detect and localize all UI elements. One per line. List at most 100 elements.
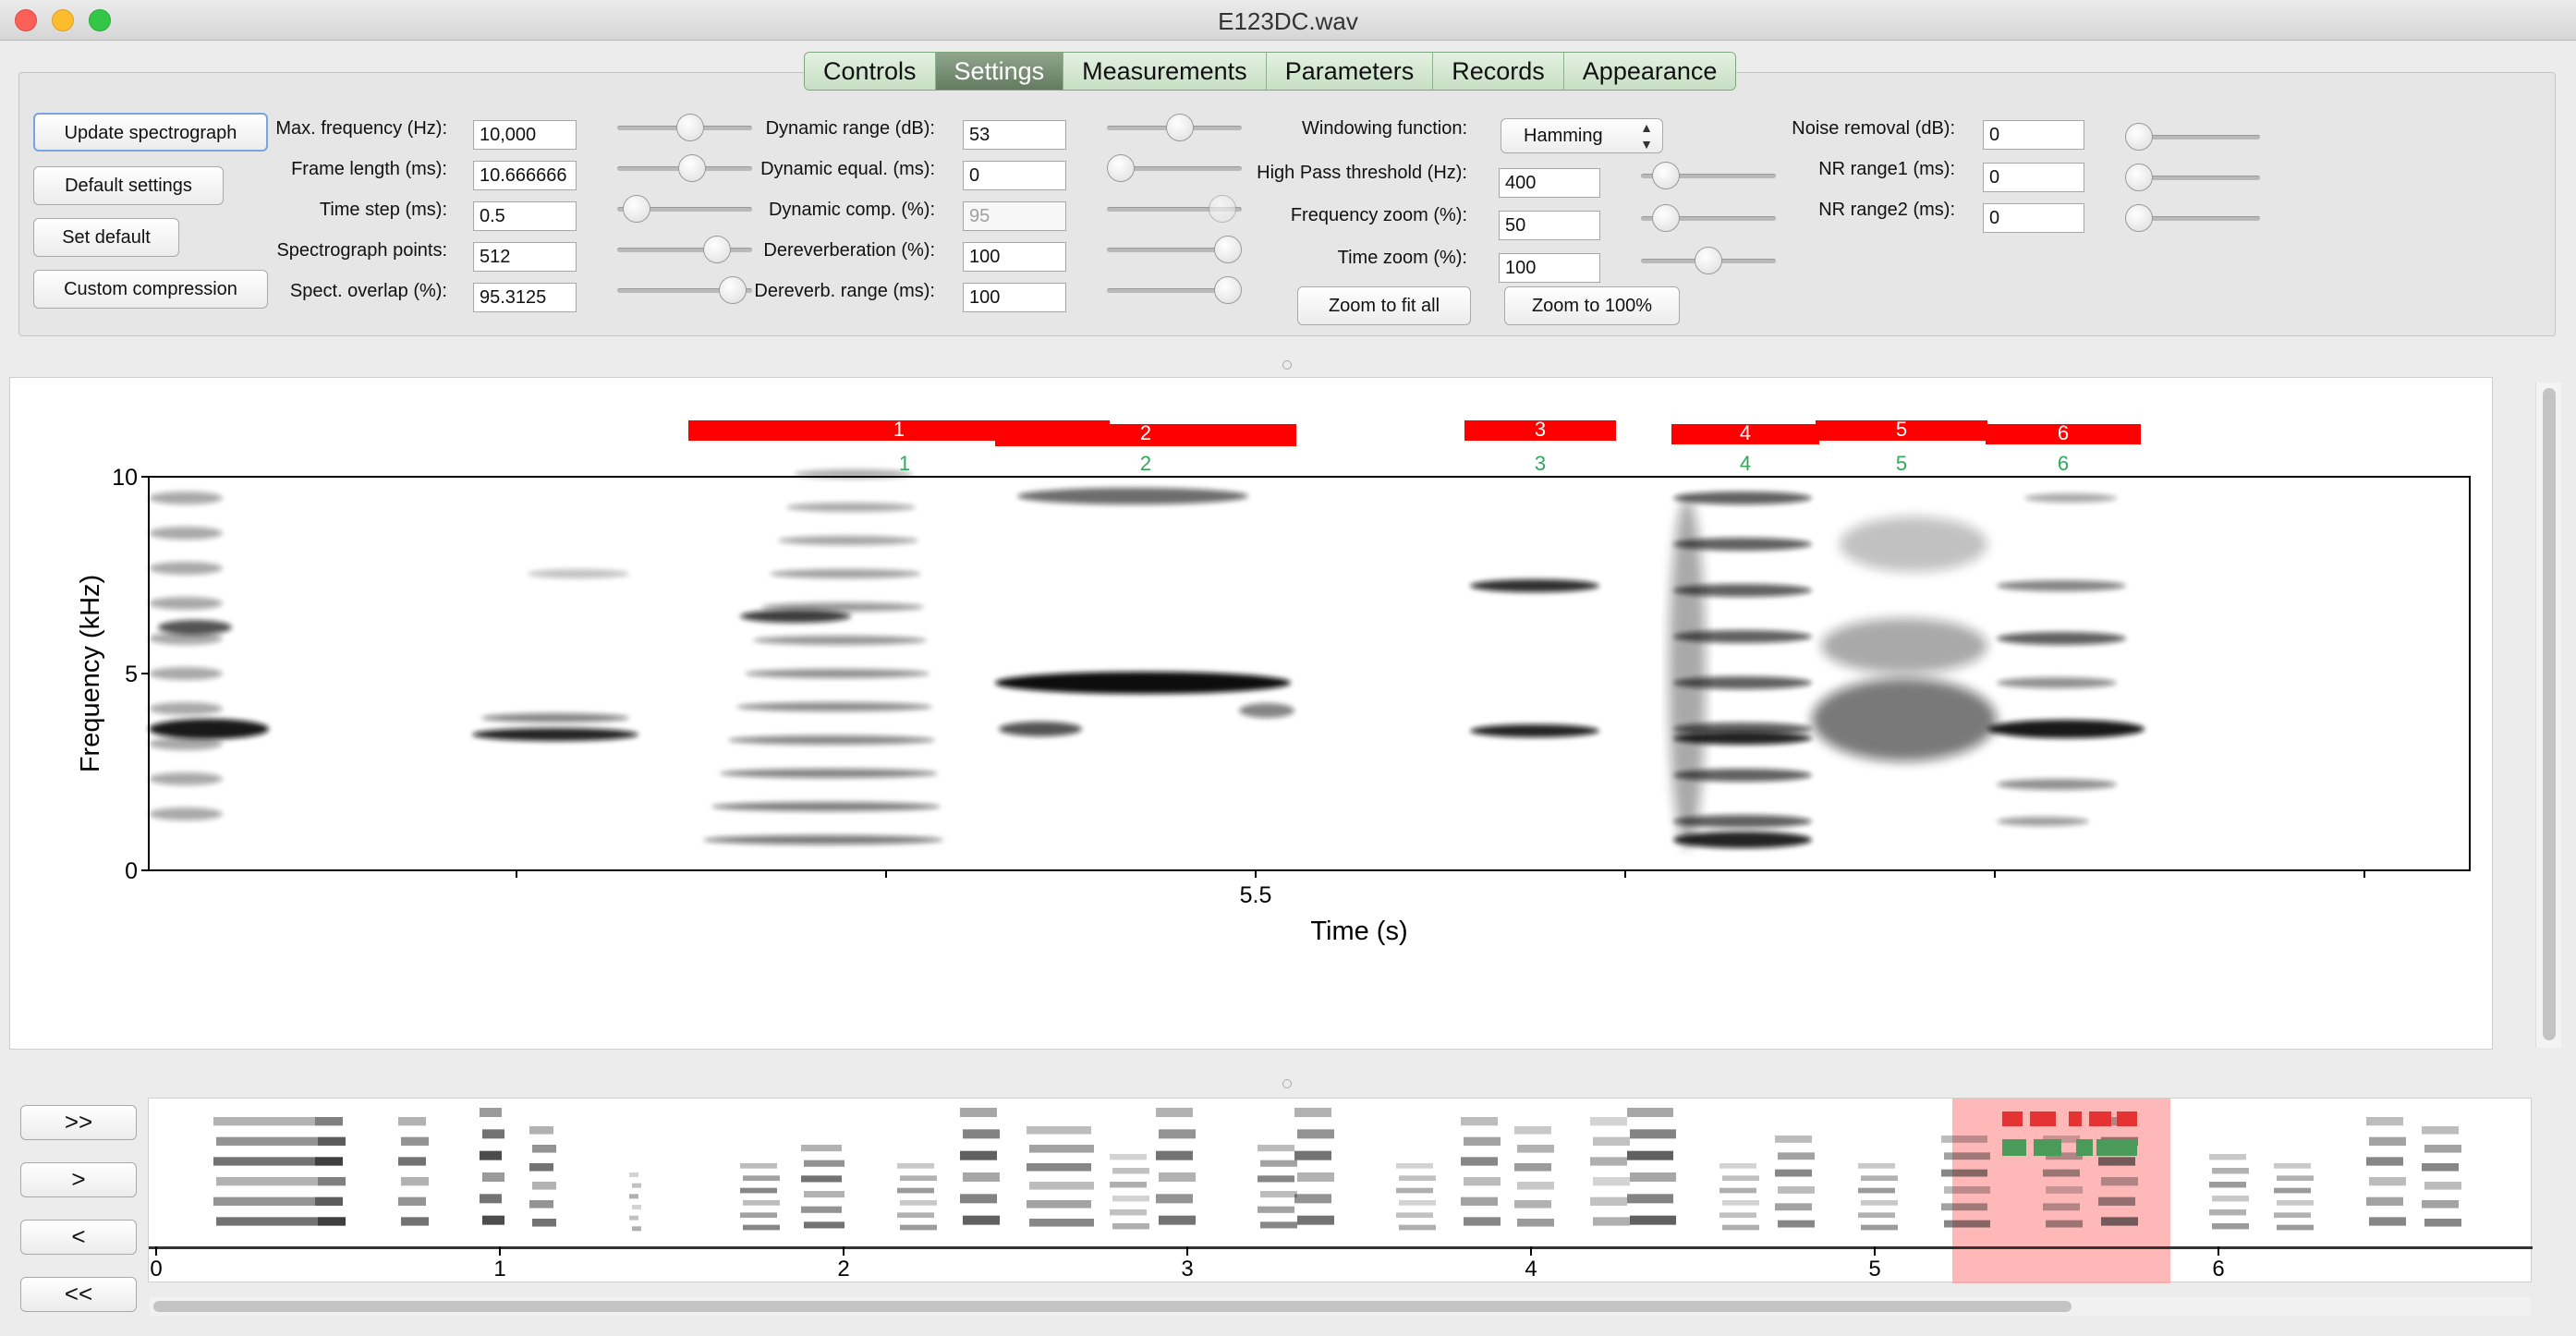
nr-range1-field[interactable] (1983, 163, 2084, 192)
overview-sound-mark (2046, 1220, 2083, 1228)
zoom-to-100-button[interactable]: Zoom to 100% (1504, 286, 1680, 325)
spectral-band (1673, 584, 1812, 597)
noise-removal-field[interactable] (1983, 120, 2084, 150)
max-frequency-slider[interactable] (617, 113, 752, 142)
overview-sound-mark (801, 1175, 842, 1183)
overview-sound-mark (1593, 1136, 1630, 1146)
dereverberation-field[interactable] (963, 242, 1066, 272)
back-button[interactable]: < (20, 1220, 137, 1255)
spectral-band (1673, 732, 1812, 745)
time-step-field[interactable] (473, 201, 577, 231)
segment-bar-3[interactable] (1464, 420, 1616, 441)
overview-sound-mark (1944, 1186, 1990, 1194)
dereverberation-slider[interactable] (1107, 235, 1242, 264)
overview-sound-mark (2274, 1187, 2311, 1194)
overview-sound-mark (1399, 1200, 1436, 1206)
overview-green-marker (2076, 1139, 2093, 1156)
nr-range1-slider[interactable] (2125, 163, 2260, 192)
segment-bar-4[interactable] (1671, 424, 1819, 444)
overview-sound-mark (2369, 1177, 2406, 1186)
overview-panel[interactable]: 0 1 2 3 4 5 6 (148, 1098, 2533, 1283)
time-zoom-slider[interactable] (1641, 246, 1776, 275)
overview-svg[interactable]: 0 1 2 3 4 5 6 (149, 1099, 2533, 1283)
overview-sound-mark (213, 1117, 343, 1126)
dynamic-equal-slider[interactable] (1107, 153, 1242, 183)
spect-overlap-slider[interactable] (617, 275, 752, 305)
frame-length-slider[interactable] (617, 153, 752, 183)
fast-forward-button[interactable]: >> (20, 1105, 137, 1140)
max-frequency-field[interactable] (473, 120, 577, 150)
update-spectrograph-button[interactable]: Update spectrograph (33, 113, 268, 152)
tab-controls[interactable]: Controls (805, 53, 936, 90)
overview-sound-mark (897, 1212, 934, 1219)
overview-sound-mark (1294, 1108, 1331, 1117)
segment-bar-5[interactable] (1816, 420, 1987, 441)
default-settings-button[interactable]: Default settings (33, 166, 224, 205)
overview-sound-mark (529, 1163, 553, 1172)
nr-range2-field[interactable] (1983, 203, 2084, 233)
dereverb-range-field[interactable] (963, 283, 1066, 312)
dynamic-range-slider[interactable] (1107, 113, 1242, 142)
segment-bar-6[interactable] (1986, 424, 2141, 444)
spectrograph-points-field[interactable] (473, 242, 577, 272)
x-tick-label-5-5: 5.5 (1240, 882, 1272, 908)
dynamic-equal-field[interactable] (963, 161, 1066, 190)
x-ticks (516, 870, 2365, 878)
custom-compression-button[interactable]: Custom compression (33, 270, 268, 309)
dereverb-range-slider[interactable] (1107, 275, 1242, 305)
overview-sound-mark (743, 1224, 780, 1231)
overview-sound-mark (2046, 1152, 2083, 1160)
high-pass-field[interactable] (1499, 168, 1600, 198)
spectrograph-points-slider[interactable] (617, 235, 752, 264)
overview-sound-mark (1297, 1129, 1334, 1139)
frequency-zoom-field[interactable] (1499, 211, 1600, 240)
spectral-band (1997, 677, 2117, 688)
spectral-band (728, 735, 935, 745)
minimize-window-button[interactable] (52, 9, 74, 31)
overview-x-tick-label: 2 (837, 1257, 849, 1281)
tab-records[interactable]: Records (1433, 53, 1564, 90)
tab-appearance[interactable]: Appearance (1563, 53, 1736, 90)
overview-sound-mark (1297, 1215, 1334, 1225)
zoom-to-fit-button[interactable]: Zoom to fit all (1297, 286, 1471, 325)
overview-sound-mark (318, 1217, 346, 1226)
overview-sound-mark (529, 1126, 553, 1135)
split-handle-top[interactable] (1282, 360, 1292, 370)
spectrogram-svg[interactable]: 0 5 10 Frequency (kHz) 5.5 Time (s) 1 1 2 2… (10, 378, 2494, 1051)
overview-sound-mark (632, 1183, 641, 1188)
dynamic-range-field[interactable] (963, 120, 1066, 150)
set-default-button[interactable]: Set default (33, 218, 179, 257)
time-zoom-field[interactable] (1499, 253, 1600, 283)
spectrogram-panel[interactable]: 0 5 10 Frequency (kHz) 5.5 Time (s) 1 1 2 2… (9, 377, 2493, 1050)
maximize-window-button[interactable] (89, 9, 111, 31)
rewind-button[interactable]: << (20, 1277, 137, 1312)
vertical-scrollbar[interactable] (2535, 383, 2561, 1048)
frame-length-field[interactable] (473, 161, 577, 190)
spectral-band (481, 713, 629, 723)
spectral-band (149, 492, 223, 504)
spect-overlap-field[interactable] (473, 283, 577, 312)
segment-bar-2[interactable] (995, 424, 1296, 446)
forward-button[interactable]: > (20, 1162, 137, 1197)
close-window-button[interactable] (15, 9, 37, 31)
view-highlight[interactable] (1952, 1099, 2170, 1283)
vertical-scroll-knob[interactable] (2543, 388, 2556, 1040)
tab-measurements[interactable]: Measurements (1063, 53, 1267, 90)
noise-removal-label: Noise removal (dB): (1792, 118, 1955, 139)
tab-parameters[interactable]: Parameters (1266, 53, 1434, 90)
noise-removal-slider[interactable] (2125, 122, 2260, 152)
spectral-band (761, 602, 924, 612)
nr-range2-slider[interactable] (2125, 203, 2260, 233)
segment-label-5: 5 (1896, 418, 1907, 441)
segment-bars[interactable]: 1 1 2 2 3 3 4 4 5 5 6 6 (688, 418, 2141, 475)
time-step-slider[interactable] (617, 194, 752, 224)
high-pass-slider[interactable] (1641, 161, 1776, 190)
tab-settings[interactable]: Settings (935, 53, 1064, 90)
windowing-function-select[interactable]: Hamming ▲ ▼ (1501, 118, 1663, 153)
horizontal-scroll-knob[interactable] (153, 1301, 2072, 1312)
split-handle-bottom[interactable] (1282, 1079, 1292, 1088)
horizontal-scrollbar[interactable] (150, 1297, 2530, 1316)
overview-sound-mark (2424, 1182, 2461, 1190)
overview-sound-mark (2424, 1145, 2461, 1153)
frequency-zoom-slider[interactable] (1641, 203, 1776, 233)
